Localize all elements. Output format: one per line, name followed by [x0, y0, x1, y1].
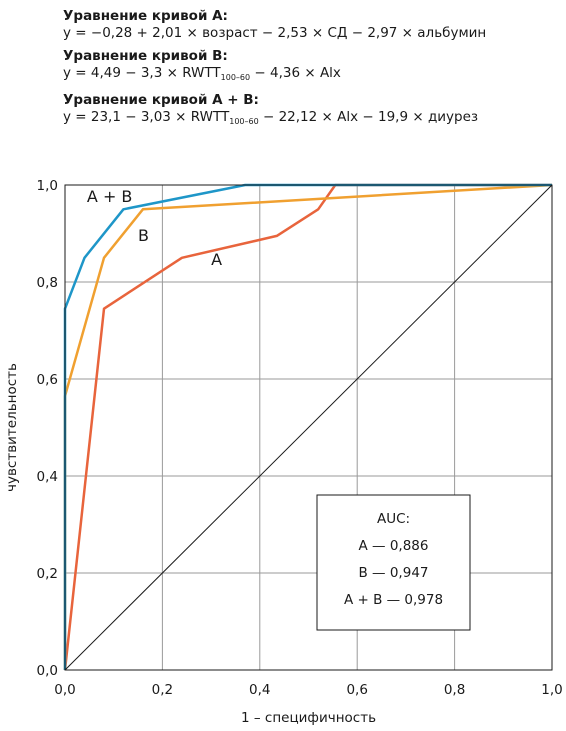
tick-labels: 0,0 0,2 0,4 0,6 0,8 1,0 0,0 0,2 0,4 0,6 0,8 1,0 — [37, 178, 563, 698]
y-tick-label: 0,6 — [37, 372, 58, 388]
equation-ab-title: Уравнение кривой А + В: — [63, 92, 259, 108]
auc-value-line: В — 0,947 — [359, 565, 429, 581]
curve-label-3: А — [211, 250, 222, 269]
series-group — [63, 183, 553, 671]
x-axis-label: 1 – специфичность — [241, 710, 376, 726]
x-tick-label: 0,4 — [249, 682, 270, 698]
reference-diagonal-line — [64, 184, 553, 671]
x-tick-label: 0,2 — [152, 682, 173, 698]
y-tick-label: 0,2 — [37, 566, 58, 582]
y-tick-label: 0,8 — [37, 275, 58, 291]
y-axis-label: чувствительность — [4, 363, 20, 492]
equation-ab-text-1: y = 23,1 − 3,03 × RWTT — [63, 109, 230, 125]
equation-a-text: y = −0,28 + 2,01 × возраст − 2,53 × СД −… — [63, 25, 487, 41]
equation-ab-subscript: 100–60 — [229, 117, 259, 126]
y-tick-label: 1,0 — [37, 178, 58, 194]
equation-ab-text-2: − 22,12 × Alx − 19,9 × диурез — [258, 109, 479, 125]
equation-b-subscript: 100–60 — [220, 73, 251, 82]
equation-a: y = −0,28 + 2,01 × возраст − 2,53 × СД −… — [63, 25, 558, 42]
x-tick-label: 0,8 — [444, 682, 465, 698]
y-tick-label: 0,4 — [37, 469, 58, 485]
plot-frame — [64, 184, 553, 671]
auc-value-line: А + В — 0,978 — [344, 592, 443, 608]
x-tick-label: 0,6 — [346, 682, 367, 698]
equation-b-text-2: − 4,36 × Alx — [250, 65, 341, 81]
x-tick-label: 0,0 — [54, 682, 75, 698]
curve-label-2: В — [138, 226, 149, 245]
y-tick-label: 0,0 — [37, 663, 58, 679]
equation-a-title: Уравнение кривой А: — [63, 8, 228, 24]
auc-box-frame — [316, 494, 471, 631]
auc-value-line: А — 0,886 — [359, 538, 429, 554]
equation-b-title: Уравнение кривой В: — [63, 48, 228, 64]
x-tick-label: 1,0 — [541, 682, 562, 698]
equations-block: Уравнение кривой А: y = −0,28 + 2,01 × в… — [63, 8, 558, 136]
equation-b: y = 4,49 − 3,3 × RWTT100–60 − 4,36 × Alx — [63, 65, 558, 86]
auc-legend-box: AUC: А — 0,886 В — 0,947 А + В — 0,978 — [316, 494, 471, 631]
auc-title: AUC: — [377, 511, 410, 527]
curve-labels: А + В В А — [87, 187, 222, 269]
equation-b-text-1: y = 4,49 − 3,3 × RWTT — [63, 65, 221, 81]
equation-ab: y = 23,1 − 3,03 × RWTT100–60 − 22,12 × A… — [63, 109, 558, 130]
curve-label-1: А + В — [87, 187, 133, 206]
